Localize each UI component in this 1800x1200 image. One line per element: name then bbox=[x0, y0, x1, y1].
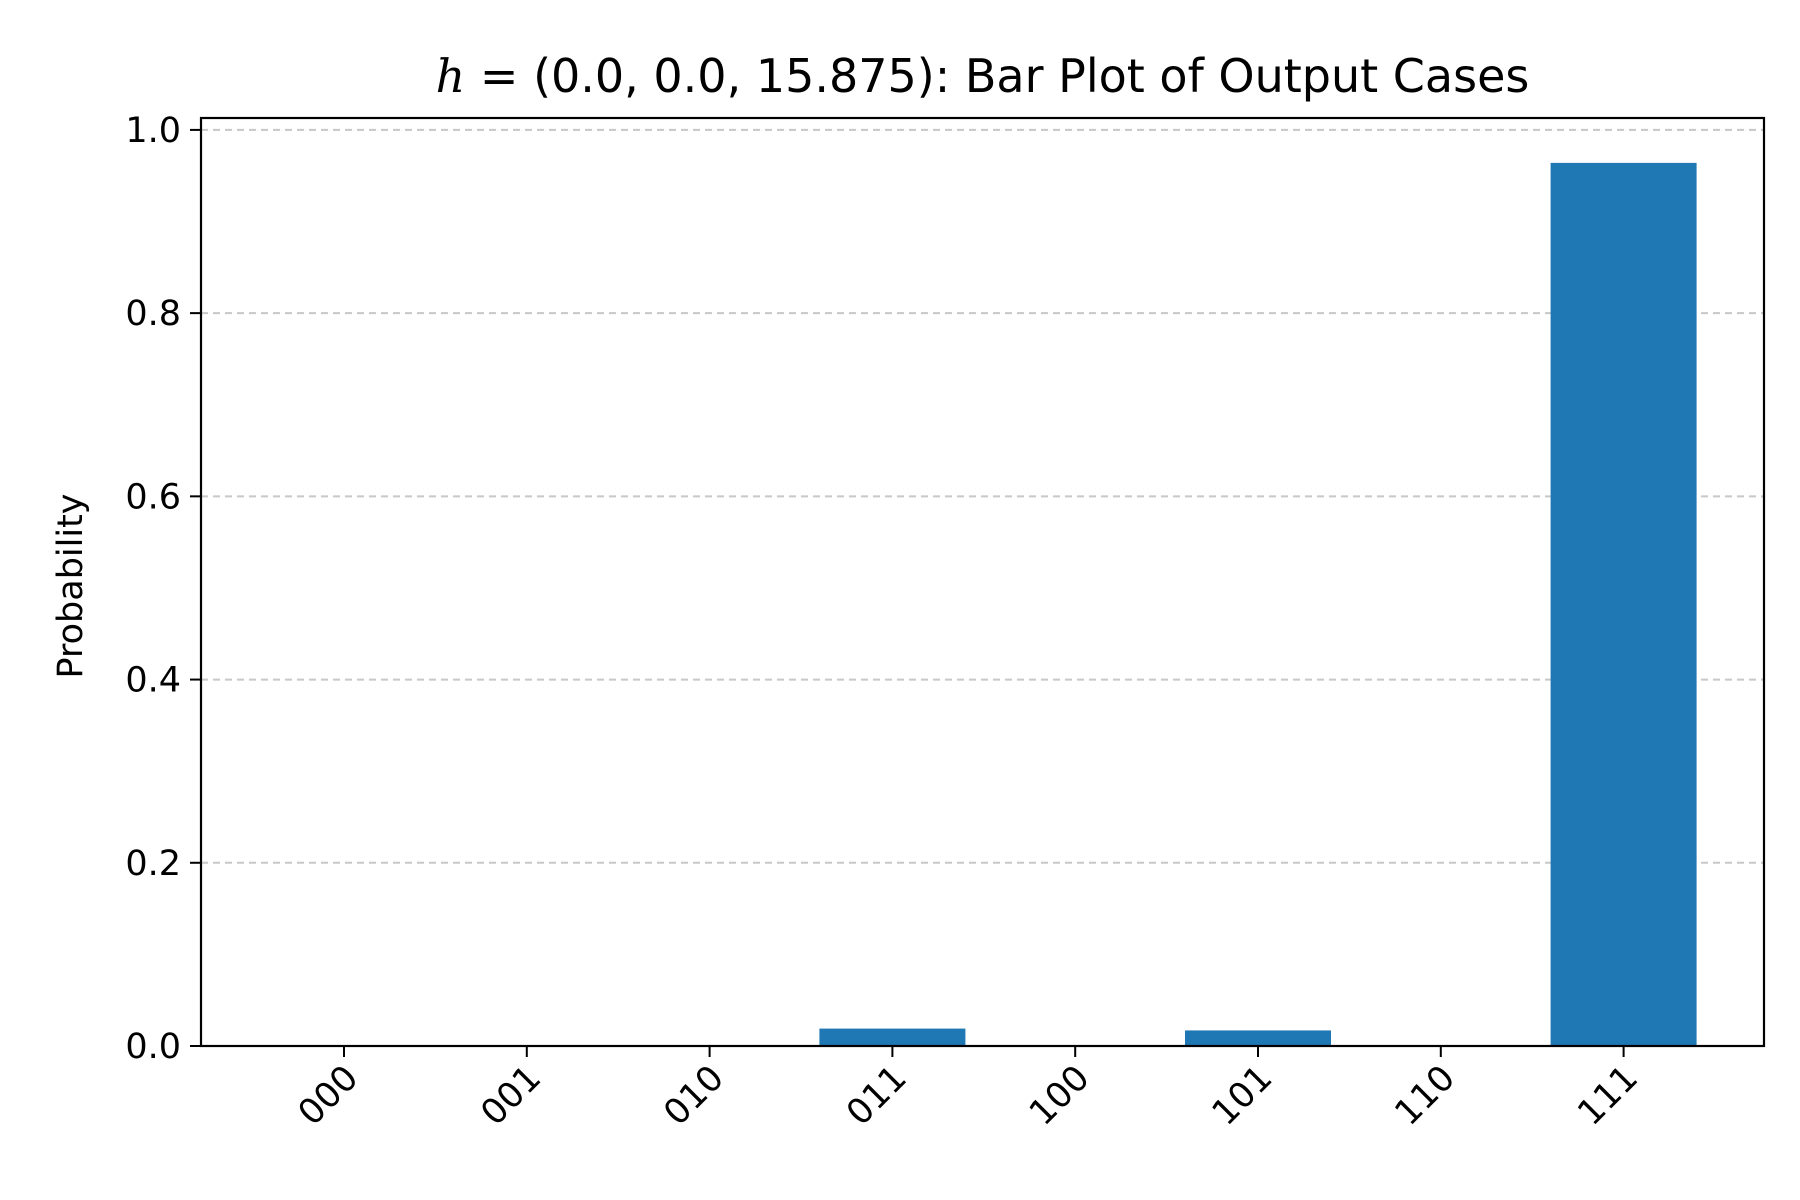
x-tick-label: 010 bbox=[656, 1058, 732, 1134]
x-axis-ticks: 000 001 010 011 100 101 110 111 bbox=[291, 1046, 1646, 1134]
gridlines bbox=[201, 128, 1764, 1047]
bars bbox=[819, 162, 1697, 1047]
y-axis-label: Probability bbox=[51, 493, 91, 678]
title-symbol: h bbox=[436, 49, 466, 103]
x-tick-label: 101 bbox=[1205, 1058, 1281, 1134]
y-tick-label: 0.2 bbox=[125, 844, 181, 884]
y-axis-ticks: 0.0 0.2 0.4 0.6 0.8 1.0 bbox=[125, 111, 201, 1067]
x-tick-label: 100 bbox=[1022, 1058, 1098, 1134]
x-tick-label: 110 bbox=[1388, 1058, 1464, 1134]
bar-111 bbox=[1550, 162, 1697, 1047]
bar-011 bbox=[819, 1028, 966, 1046]
y-tick-label: 0.6 bbox=[125, 477, 181, 517]
x-tick-label: 111 bbox=[1570, 1058, 1646, 1134]
y-tick-label: 0.4 bbox=[125, 661, 181, 701]
x-tick-label: 011 bbox=[839, 1058, 915, 1134]
plot-frame bbox=[199, 116, 1766, 1048]
y-tick-label: 1.0 bbox=[125, 111, 181, 151]
y-tick-label: 0.8 bbox=[125, 294, 181, 334]
chart-title: h = (0.0, 0.0, 15.875): Bar Plot of Outp… bbox=[436, 49, 1530, 103]
y-tick-label: 0.0 bbox=[125, 1027, 181, 1067]
title-rest: = (0.0, 0.0, 15.875): Bar Plot of Output… bbox=[465, 49, 1529, 103]
x-tick-label: 000 bbox=[291, 1058, 367, 1134]
bar-101 bbox=[1185, 1030, 1331, 1046]
x-tick-label: 001 bbox=[474, 1058, 550, 1134]
